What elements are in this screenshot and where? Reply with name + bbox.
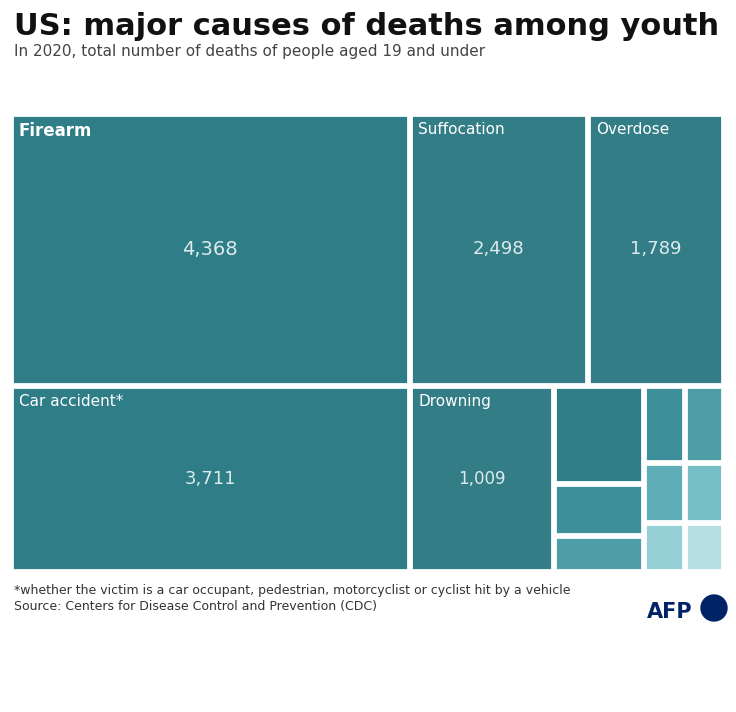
Bar [686,387,722,461]
Text: *whether the victim is a car occupant, pedestrian, motorcyclist or cyclist hit b: *whether the victim is a car occupant, p… [14,584,570,597]
Bar [12,115,408,384]
Bar [645,387,683,461]
Bar [686,464,722,521]
Text: Source: Centers for Disease Control and Prevention (CDC): Source: Centers for Disease Control and … [14,600,377,613]
Text: AFP: AFP [648,602,693,622]
Circle shape [701,595,727,621]
Bar [411,387,552,570]
Bar [411,115,586,384]
Bar [411,115,586,384]
Text: 4,368: 4,368 [183,240,238,259]
Bar [12,115,408,384]
Bar [686,387,722,461]
Bar [645,524,683,570]
Bar [686,524,722,570]
Text: 1,789: 1,789 [630,241,682,258]
Bar [411,387,552,570]
Bar [589,115,722,384]
Text: Firearm: Firearm [19,122,93,140]
Bar [645,524,683,570]
Bar [555,485,642,534]
Text: Suffocation: Suffocation [418,122,505,137]
Bar [555,387,642,482]
Bar [645,464,683,521]
Bar [686,464,722,521]
Text: 2,498: 2,498 [473,241,524,258]
Bar [645,464,683,521]
Text: US: major causes of deaths among youth: US: major causes of deaths among youth [14,12,719,41]
Bar [555,537,642,570]
Bar [12,387,408,570]
Text: Overdose: Overdose [596,122,669,137]
Bar [686,524,722,570]
Bar [555,387,642,482]
Bar [645,387,683,461]
Bar [555,485,642,534]
Text: 1,009: 1,009 [458,469,505,488]
Text: Car accident*: Car accident* [19,394,124,409]
Bar [589,115,722,384]
Text: 3,711: 3,711 [184,469,236,488]
Text: In 2020, total number of deaths of people aged 19 and under: In 2020, total number of deaths of peopl… [14,44,485,59]
Bar [555,537,642,570]
Bar [12,387,408,570]
Text: Drowning: Drowning [418,394,491,409]
